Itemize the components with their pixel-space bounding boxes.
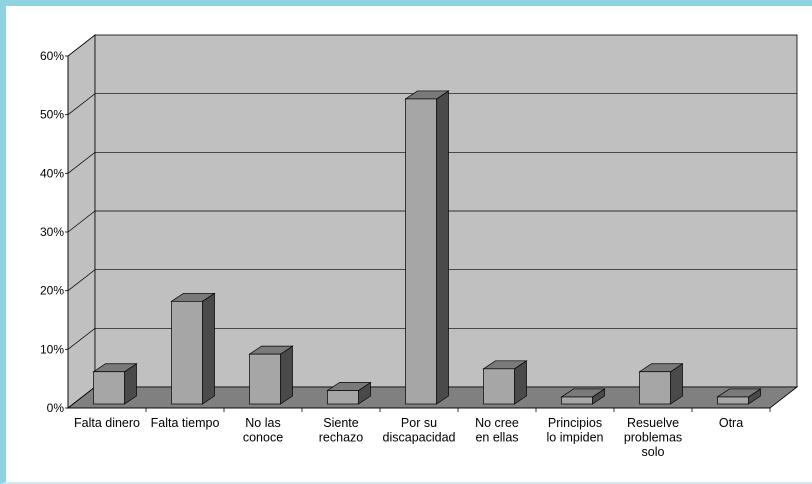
bar <box>560 388 606 405</box>
y-tick-label: 30% <box>40 225 64 239</box>
category-label-line: Principios <box>548 416 602 430</box>
category-label: Por su discapacidad <box>383 416 456 445</box>
category-label-line: Falta tiempo <box>151 416 220 430</box>
category-label: No las conoce <box>243 416 283 445</box>
bar <box>404 90 450 405</box>
category-labels: Falta dinero Falta tiempo No las conoce Sien… <box>74 408 771 459</box>
gridline <box>67 327 797 350</box>
bar <box>170 292 216 405</box>
category-label-line: No cree <box>475 416 519 430</box>
category-label: No cree en ellas <box>475 416 519 445</box>
category-label: Resuelve problemas solo <box>624 416 682 459</box>
category-label: Siente rechazo <box>319 416 364 445</box>
category-label-line: discapacidad <box>383 431 456 445</box>
category-label-line: Falta dinero <box>74 416 140 430</box>
category-label-line: No las <box>245 416 280 430</box>
bar <box>716 388 762 405</box>
category-label-line: Otra <box>719 416 743 430</box>
bar-front <box>171 300 203 405</box>
category-label-line: conoce <box>243 431 283 445</box>
category-label: Falta tiempo <box>151 416 220 430</box>
bar <box>638 363 684 405</box>
category-label: Otra <box>719 416 743 430</box>
bar <box>326 381 372 405</box>
bar <box>248 345 294 405</box>
bar-side <box>202 292 215 405</box>
gridline <box>67 210 797 233</box>
y-tick-label: 0% <box>47 401 65 415</box>
bar-side <box>280 345 293 405</box>
category-label-line: problemas <box>624 431 682 445</box>
bar-front <box>639 371 671 405</box>
bar-front <box>93 371 125 405</box>
y-tick-label: 60% <box>40 49 64 63</box>
gridline <box>67 93 797 115</box>
y-tick-label: 10% <box>40 342 64 356</box>
bars <box>92 90 762 405</box>
y-tick-label: 50% <box>40 108 64 122</box>
bar <box>92 363 138 405</box>
bar-front <box>249 353 281 405</box>
bar-front <box>327 390 359 405</box>
category-label-line: Resuelve <box>627 416 679 430</box>
category-label-line: Siente <box>323 416 358 430</box>
y-tick-labels: 0% 10% 20% 30% 40% 50% 60% <box>40 49 68 415</box>
bar-front <box>561 396 593 405</box>
category-label: Principios lo impiden <box>547 416 604 445</box>
category-label-line: lo impiden <box>547 431 604 445</box>
bar-front <box>483 368 515 405</box>
category-label: Falta dinero <box>74 416 140 430</box>
bar-front <box>405 98 437 405</box>
bar-front <box>717 396 749 405</box>
category-label-line: solo <box>642 445 665 459</box>
y-tick-label: 20% <box>40 284 64 298</box>
bar-side <box>436 90 449 405</box>
gridline <box>67 269 797 291</box>
category-label-line: en ellas <box>475 431 518 445</box>
gridline <box>67 151 797 174</box>
bar <box>482 360 528 405</box>
category-label-line: rechazo <box>319 431 364 445</box>
y-tick-label: 40% <box>40 166 64 180</box>
category-label-line: Por su <box>401 416 437 430</box>
gridlines <box>67 93 797 350</box>
